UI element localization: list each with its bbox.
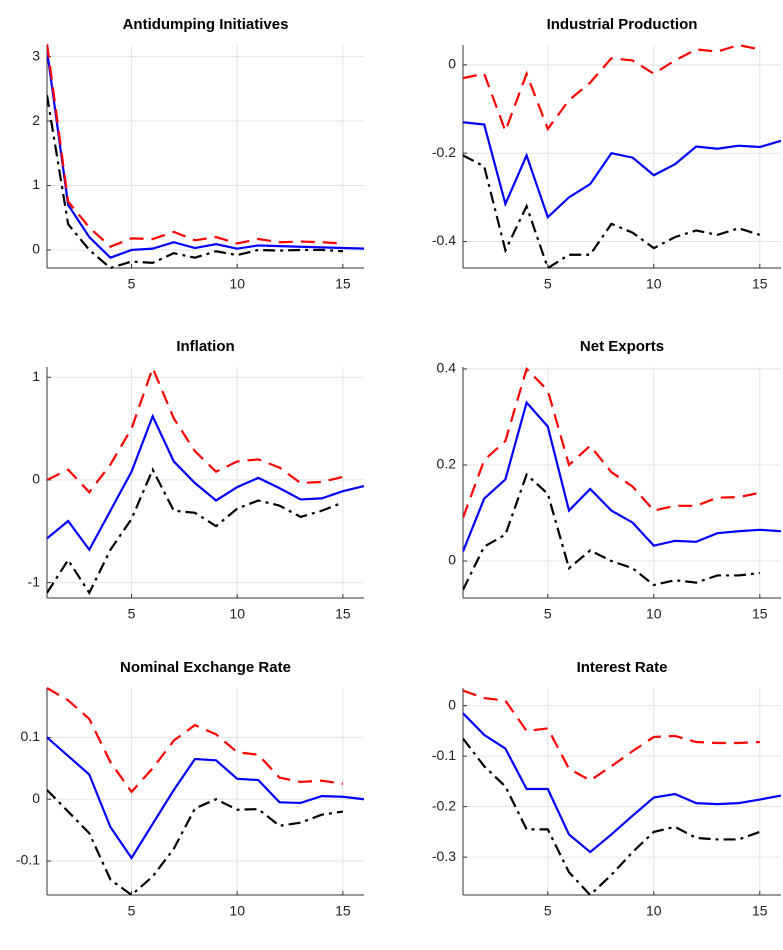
x-tick-label: 15 [335, 276, 351, 292]
series-line [47, 789, 344, 896]
y-tick-label: -0.1 [16, 852, 40, 868]
panel-title: Nominal Exchange Rate [120, 659, 291, 676]
panel: Nominal Exchange Rate -0.1 0 0.1 5 10 15 [16, 659, 365, 919]
x-tick-label: 5 [544, 606, 552, 622]
y-tick-label: 1 [32, 176, 40, 192]
series-line [463, 121, 782, 220]
x-tick-label: 10 [229, 903, 245, 919]
y-tick-label: -0.4 [432, 232, 456, 248]
y-tick-label: -1 [28, 573, 41, 589]
panel-title: Industrial Production [547, 16, 698, 33]
x-tick-label: 15 [752, 276, 768, 292]
y-tick-label: -0.2 [432, 797, 456, 813]
series-line [463, 712, 782, 854]
y-tick-label: -0.2 [432, 144, 456, 160]
series-line [463, 400, 782, 552]
y-tick-label: 0 [32, 241, 40, 257]
y-tick-label: 2 [32, 112, 40, 128]
x-tick-label: 15 [335, 903, 351, 919]
x-tick-label: 10 [229, 606, 245, 622]
x-tick-label: 10 [646, 903, 662, 919]
y-tick-label: 0.1 [21, 728, 41, 744]
panel: Industrial Production -0.4 -0.2 0 5 10 15 [432, 16, 782, 292]
x-tick-label: 5 [544, 903, 552, 919]
x-tick-label: 10 [646, 606, 662, 622]
y-tick-label: 0.4 [437, 360, 457, 376]
panel-title: Antidumping Initiatives [123, 16, 289, 33]
panel-title: Interest Rate [577, 659, 668, 676]
panel-title: Inflation [176, 338, 234, 355]
series-line [47, 44, 343, 249]
x-tick-label: 5 [128, 903, 136, 919]
panel: Interest Rate -0.3 -0.2 -0.1 0 5 10 15 [432, 659, 782, 919]
y-tick-label: -0.1 [432, 747, 456, 763]
y-tick-label: 0 [32, 471, 40, 487]
series-line [47, 687, 344, 794]
x-tick-label: 10 [229, 276, 245, 292]
panel-title: Net Exports [580, 338, 664, 355]
x-tick-label: 15 [335, 606, 351, 622]
x-tick-label: 5 [544, 276, 552, 292]
series-line [463, 472, 760, 591]
panel: Antidumping Initiatives 0 1 2 3 5 10 15 [32, 16, 365, 292]
series-line [47, 467, 344, 596]
x-tick-label: 5 [128, 606, 136, 622]
series-line [47, 95, 343, 269]
series-line [463, 44, 761, 135]
y-tick-label: 0 [448, 696, 456, 712]
series-line [463, 366, 761, 519]
series-line [463, 154, 761, 269]
series-line [47, 413, 365, 552]
series-line [463, 689, 760, 782]
y-tick-label: 0 [448, 552, 456, 568]
series-line [47, 366, 344, 494]
series-line [47, 50, 365, 259]
panel: Net Exports 0 0.2 0.4 5 10 15 [437, 338, 782, 622]
x-tick-label: 10 [646, 276, 662, 292]
y-tick-label: 3 [32, 47, 40, 63]
series-line [463, 737, 761, 896]
x-tick-label: 5 [128, 276, 136, 292]
y-tick-label: 0 [32, 790, 40, 806]
x-tick-label: 15 [752, 606, 768, 622]
y-tick-label: 1 [32, 368, 40, 384]
y-tick-label: 0.2 [437, 456, 457, 472]
x-tick-label: 15 [752, 903, 768, 919]
y-tick-label: -0.3 [432, 848, 456, 864]
y-tick-label: 0 [448, 56, 456, 72]
series-line [47, 736, 365, 860]
